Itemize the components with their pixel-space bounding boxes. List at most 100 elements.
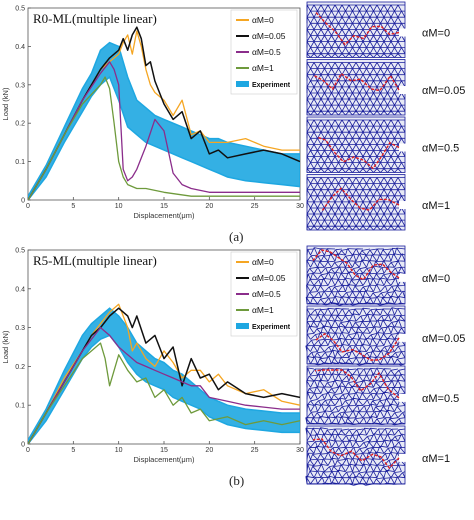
plot-area	[28, 26, 300, 200]
legend-label: αM=0.5	[252, 47, 281, 57]
chart-r0-ml: 0 5 10 15 20 25 30 0 0.1 0.2 0.3 0.4 0.5 Displacement…	[1, 6, 304, 221]
x-tick-label: 20	[205, 203, 213, 210]
crack-path	[314, 11, 400, 46]
y-tick-label: 0	[21, 442, 25, 449]
lattice-mesh	[306, 119, 406, 173]
lattice-specimen: αM=0	[305, 245, 450, 306]
lattice-specimen: αM=0.05	[305, 305, 465, 366]
lattice-specimen: αM=0.5	[306, 116, 459, 173]
notch	[399, 86, 407, 95]
crack-path	[313, 72, 400, 92]
legend-swatch	[236, 323, 249, 329]
series-line	[28, 326, 300, 444]
y-axis-label: Load (kN)	[1, 330, 10, 363]
series-line	[28, 342, 300, 444]
x-tick-label: 15	[160, 203, 168, 210]
x-tick-label: 10	[115, 447, 123, 454]
notch	[399, 143, 407, 152]
series-line	[28, 76, 300, 200]
chart-title: R0-ML(multiple linear)	[33, 11, 157, 26]
legend-label: αM=0.05	[252, 31, 286, 41]
y-tick-label: 0.4	[15, 286, 25, 293]
lattice-mesh	[305, 247, 406, 306]
notch	[399, 201, 407, 210]
y-tick-label: 0	[21, 198, 25, 205]
y-tick-label: 0.1	[15, 403, 25, 410]
y-tick-label: 0.5	[15, 248, 25, 255]
y-tick-label: 0.1	[15, 159, 25, 166]
x-tick-label: 5	[71, 447, 75, 454]
legend-label: αM=0.05	[252, 273, 286, 283]
x-tick-label: 25	[251, 447, 259, 454]
alpha-label: αM=0	[422, 28, 450, 40]
lattice-mesh	[305, 307, 406, 366]
chart-r5-ml: 0 5 10 15 20 25 30 0 0.1 0.2 0.3 0.4 0.5 Displacement…	[1, 248, 304, 465]
panel-label-b: (b)	[229, 473, 245, 488]
alpha-label: αM=0.05	[422, 333, 465, 345]
experiment-band	[28, 41, 300, 200]
y-tick-label: 0.3	[15, 325, 25, 332]
lattice-specimen: αM=0.5	[305, 365, 459, 426]
lattice-mesh	[306, 177, 406, 231]
crack-path	[314, 332, 400, 361]
y-tick-label: 0.2	[15, 364, 25, 371]
series-line	[28, 61, 300, 200]
notch	[399, 28, 407, 37]
y-axis-label: Load (kN)	[1, 87, 10, 120]
x-tick-label: 25	[251, 203, 259, 210]
crack-path	[312, 249, 400, 281]
lattice-mesh	[305, 427, 406, 486]
legend-label: αM=0	[252, 15, 274, 25]
alpha-label: αM=1	[422, 200, 450, 212]
x-tick-label: 10	[115, 203, 123, 210]
series-line	[28, 26, 300, 200]
lattice-specimen: αM=0	[306, 1, 450, 58]
notch	[399, 453, 407, 462]
x-tick-label: 0	[26, 203, 30, 210]
crack-path	[314, 369, 400, 399]
lattice-mesh	[305, 367, 406, 426]
alpha-label: αM=1	[422, 453, 450, 465]
lattice-mesh	[306, 4, 406, 58]
x-tick-label: 30	[296, 203, 304, 210]
chart-title: R5-ML(multiple linear)	[33, 253, 157, 268]
notch	[399, 333, 407, 342]
x-tick-label: 30	[296, 447, 304, 454]
lattice-panel-top: αM=0 αM=0.05 αM=0.5 αM=1	[306, 1, 465, 231]
lattice-specimen: αM=1	[305, 425, 450, 486]
lattice-mesh	[306, 62, 406, 116]
crack-path	[317, 136, 400, 170]
y-tick-label: 0.2	[15, 121, 25, 128]
y-tick-label: 0.5	[15, 6, 25, 13]
alpha-label: αM=0	[422, 273, 450, 285]
legend-label: αM=1	[252, 305, 274, 315]
lattice-panel-bottom: αM=0 αM=0.05 αM=0.5 αM=1	[305, 245, 465, 486]
x-axis-label: Displacement(μm)	[134, 211, 196, 220]
panel-label-a: (a)	[229, 229, 244, 244]
alpha-label: αM=0.5	[422, 393, 459, 405]
x-axis-label: Displacement(μm)	[134, 455, 196, 464]
series-line	[28, 307, 300, 444]
lattice-specimen: αM=0.05	[306, 59, 465, 116]
notch	[399, 393, 407, 402]
y-tick-label: 0.4	[15, 44, 25, 51]
x-tick-label: 15	[160, 447, 168, 454]
plot-area	[28, 303, 300, 444]
notch	[399, 273, 407, 282]
x-tick-label: 20	[205, 447, 213, 454]
y-tick-label: 0.3	[15, 82, 25, 89]
alpha-label: αM=0.05	[422, 85, 465, 97]
lattice-specimen: αM=1	[306, 174, 450, 231]
alpha-label: αM=0.5	[422, 143, 459, 155]
x-tick-label: 5	[71, 203, 75, 210]
legend-label: Experiment	[252, 324, 291, 331]
x-tick-label: 0	[26, 447, 30, 454]
legend-label: αM=0	[252, 257, 274, 267]
crack-path	[313, 438, 400, 470]
legend-label: αM=1	[252, 63, 274, 73]
legend-label: αM=0.5	[252, 289, 281, 299]
crack-path	[321, 187, 400, 212]
legend-swatch	[236, 81, 249, 87]
legend-label: Experiment	[252, 82, 291, 89]
